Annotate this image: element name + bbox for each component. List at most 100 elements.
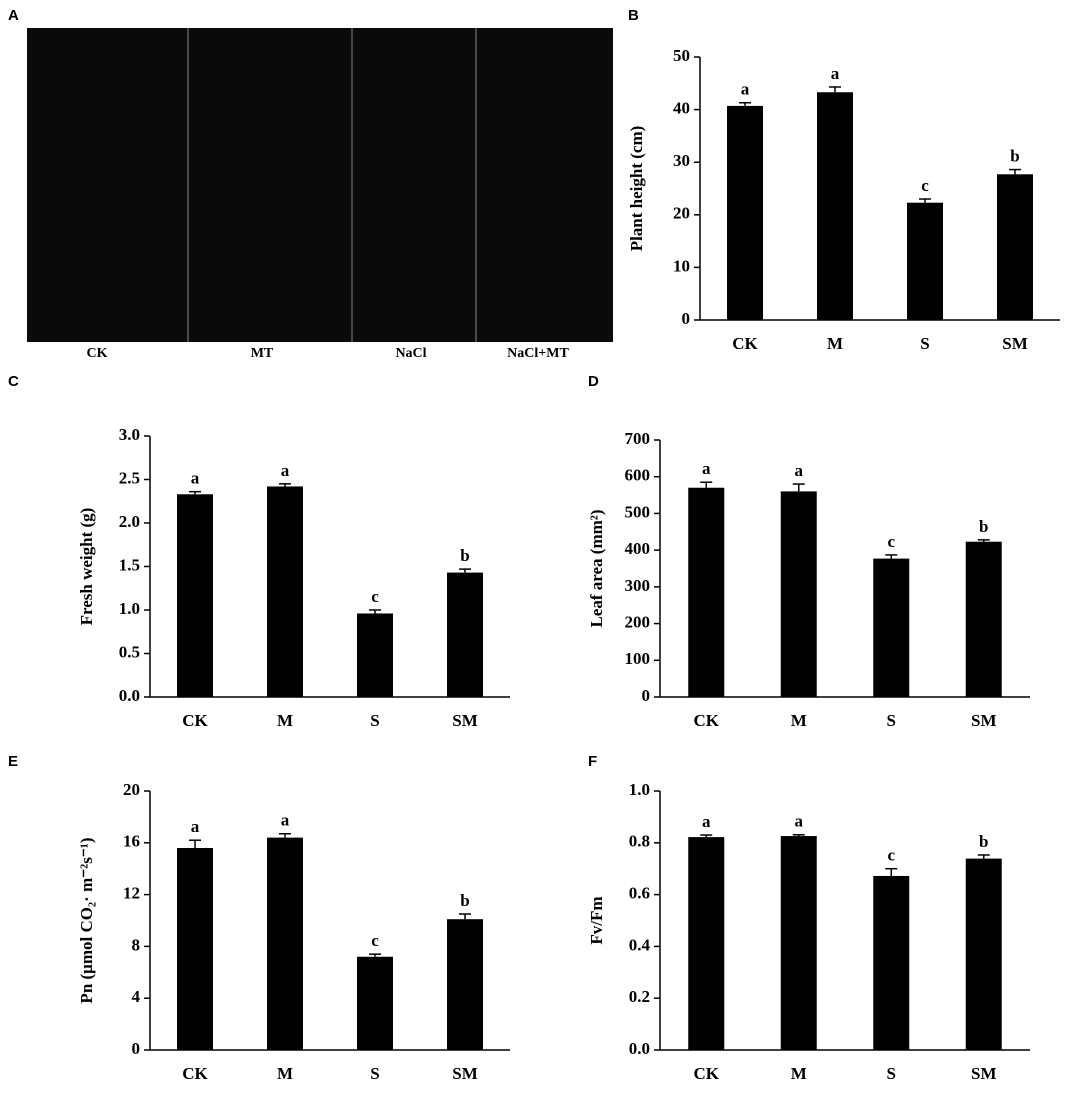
panel-letter: D bbox=[588, 373, 599, 390]
bar bbox=[873, 875, 910, 1050]
y-tick-label: 600 bbox=[625, 466, 651, 485]
significance-letter: a bbox=[795, 812, 804, 831]
panel-letter: C bbox=[8, 373, 19, 390]
x-tick-label: SM bbox=[452, 711, 478, 730]
y-tick-label: 8 bbox=[132, 935, 141, 954]
x-tick-label: CK bbox=[694, 1064, 720, 1083]
x-tick-label: M bbox=[277, 1064, 293, 1083]
panel-letter: E bbox=[8, 753, 18, 770]
bar bbox=[688, 487, 725, 697]
bar bbox=[177, 494, 213, 697]
panel-letter: F bbox=[588, 753, 597, 770]
bar bbox=[780, 836, 817, 1050]
y-tick-label: 12 bbox=[123, 884, 140, 903]
y-tick-label: 1.5 bbox=[119, 555, 140, 574]
y-tick-label: 700 bbox=[625, 429, 651, 448]
y-tick-label: 50 bbox=[673, 46, 690, 65]
y-tick-label: 0 bbox=[132, 1039, 141, 1058]
bar bbox=[688, 837, 725, 1050]
x-tick-label: SM bbox=[1002, 334, 1028, 353]
panel-letter: A bbox=[8, 7, 19, 24]
bar bbox=[727, 105, 763, 320]
y-tick-label: 1.0 bbox=[119, 599, 140, 618]
significance-letter: c bbox=[887, 846, 895, 865]
y-tick-label: 20 bbox=[123, 780, 140, 799]
y-tick-label: 0.6 bbox=[629, 884, 650, 903]
photo-label: CK bbox=[87, 346, 108, 361]
y-tick-label: 4 bbox=[132, 987, 141, 1006]
y-axis-label: Fresh weight (g) bbox=[77, 508, 96, 626]
y-axis-label: Plant height (cm) bbox=[627, 126, 646, 252]
y-tick-label: 400 bbox=[625, 539, 651, 558]
y-tick-label: 500 bbox=[625, 502, 651, 521]
significance-letter: a bbox=[281, 811, 290, 830]
significance-letter: b bbox=[460, 546, 469, 565]
photo-label: MT bbox=[251, 346, 274, 361]
y-axis-label: Fv/Fm bbox=[587, 896, 606, 944]
significance-letter: b bbox=[460, 891, 469, 910]
bar bbox=[817, 92, 853, 320]
photo-label: NaCl+MT bbox=[507, 346, 569, 361]
y-tick-label: 2.0 bbox=[119, 512, 140, 531]
significance-letter: b bbox=[1010, 146, 1019, 165]
x-tick-label: M bbox=[791, 1064, 807, 1083]
y-tick-label: 200 bbox=[625, 612, 651, 631]
significance-letter: a bbox=[831, 64, 840, 83]
y-tick-label: 40 bbox=[673, 99, 690, 118]
y-axis-label: Pn (μmol CO₂· m⁻²s⁻¹) bbox=[77, 837, 96, 1003]
y-tick-label: 16 bbox=[123, 832, 140, 851]
significance-letter: a bbox=[281, 461, 290, 480]
significance-letter: a bbox=[191, 817, 200, 836]
y-tick-label: 100 bbox=[625, 649, 651, 668]
y-tick-label: 0.0 bbox=[629, 1039, 650, 1058]
x-tick-label: S bbox=[370, 1064, 379, 1083]
bar bbox=[267, 486, 303, 697]
x-tick-label: S bbox=[370, 711, 379, 730]
y-axis-label: Leaf area (mm²) bbox=[587, 509, 606, 627]
significance-letter: a bbox=[741, 80, 750, 99]
photo-label: NaCl bbox=[395, 346, 426, 361]
y-tick-label: 1.0 bbox=[629, 780, 650, 799]
y-tick-label: 3.0 bbox=[119, 425, 140, 444]
y-tick-label: 0.8 bbox=[629, 832, 650, 851]
x-tick-label: M bbox=[791, 711, 807, 730]
x-tick-label: S bbox=[920, 334, 929, 353]
x-tick-label: CK bbox=[182, 711, 208, 730]
x-tick-label: CK bbox=[182, 1064, 208, 1083]
y-tick-label: 0.2 bbox=[629, 987, 650, 1006]
bar bbox=[997, 174, 1033, 320]
bar bbox=[177, 847, 213, 1050]
y-tick-label: 0.5 bbox=[119, 642, 140, 661]
significance-letter: b bbox=[979, 832, 988, 851]
bar bbox=[965, 541, 1002, 697]
y-tick-label: 30 bbox=[673, 151, 690, 170]
x-tick-label: CK bbox=[732, 334, 758, 353]
bar bbox=[357, 613, 393, 697]
bar bbox=[907, 202, 943, 320]
bar bbox=[873, 558, 910, 697]
bar bbox=[447, 572, 483, 697]
x-tick-label: CK bbox=[694, 711, 720, 730]
x-tick-label: M bbox=[827, 334, 843, 353]
bar bbox=[357, 956, 393, 1050]
x-tick-label: SM bbox=[971, 711, 997, 730]
significance-letter: c bbox=[921, 176, 929, 195]
significance-letter: a bbox=[702, 459, 711, 478]
plant-photo bbox=[27, 28, 613, 342]
significance-letter: a bbox=[702, 812, 711, 831]
y-tick-label: 0 bbox=[682, 309, 691, 328]
panel-letter: B bbox=[628, 7, 639, 24]
x-tick-label: SM bbox=[452, 1064, 478, 1083]
y-tick-label: 0.4 bbox=[629, 935, 651, 954]
x-tick-label: SM bbox=[971, 1064, 997, 1083]
significance-letter: c bbox=[371, 587, 379, 606]
significance-letter: b bbox=[979, 517, 988, 536]
y-tick-label: 0.0 bbox=[119, 686, 140, 705]
y-tick-label: 300 bbox=[625, 576, 651, 595]
significance-letter: a bbox=[191, 469, 200, 488]
bar bbox=[447, 919, 483, 1050]
y-tick-label: 10 bbox=[673, 256, 690, 275]
bar bbox=[965, 858, 1002, 1050]
bar bbox=[780, 491, 817, 697]
